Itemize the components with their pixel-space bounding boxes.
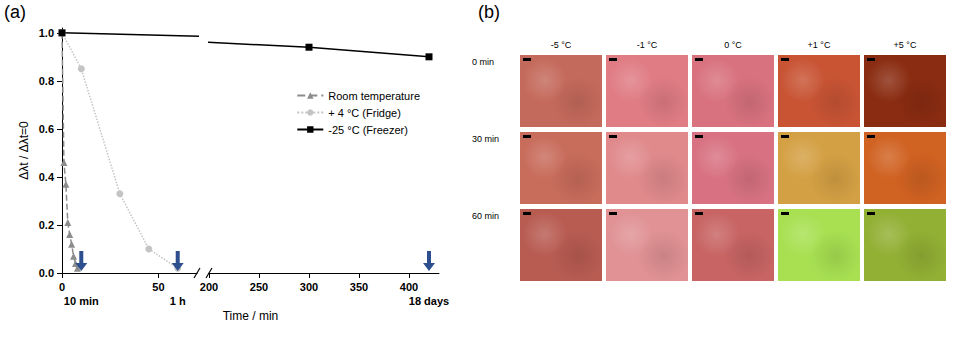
svg-text:200: 200 <box>200 281 218 293</box>
html-text:+1 °C: +1 °C <box>807 40 831 50</box>
svg-text:+ 4 °C (Fridge): + 4 °C (Fridge) <box>328 107 401 119</box>
svg-text:0.6: 0.6 <box>39 123 54 135</box>
html-text:30 min: 30 min <box>472 134 499 144</box>
svg-text:-25 °C (Freezer): -25 °C (Freezer) <box>328 124 408 136</box>
svg-text:18 days: 18 days <box>409 295 449 307</box>
svg-text:Room temperature: Room temperature <box>328 90 420 102</box>
svg-text:350: 350 <box>350 281 368 293</box>
svg-text:1.0: 1.0 <box>39 27 54 39</box>
html-text:60 min: 60 min <box>472 211 499 221</box>
html-text:0 min: 0 min <box>472 57 494 67</box>
svg-text:400: 400 <box>400 281 418 293</box>
html-text:-5 °C: -5 °C <box>550 40 572 50</box>
svg-text:300: 300 <box>300 281 318 293</box>
svg-text:(a): (a) <box>4 2 26 22</box>
svg-text:0.2: 0.2 <box>39 219 54 231</box>
html-text:0 °C: 0 °C <box>724 40 742 50</box>
svg-text:Time / min: Time / min <box>223 309 279 323</box>
svg-text:0.4: 0.4 <box>39 171 55 183</box>
svg-text:0.8: 0.8 <box>39 75 54 87</box>
svg-text:Δλt / Δλt=0: Δλt / Δλt=0 <box>17 121 31 180</box>
html-text:-1 °C: -1 °C <box>636 40 658 50</box>
svg-text:50: 50 <box>152 281 164 293</box>
svg-text:10 min: 10 min <box>64 295 99 307</box>
html-text:+5 °C: +5 °C <box>893 40 917 50</box>
html-text:(b): (b) <box>478 2 500 22</box>
svg-text:0: 0 <box>59 281 65 293</box>
svg-text:0.0: 0.0 <box>39 267 54 279</box>
svg-text:250: 250 <box>250 281 268 293</box>
svg-text:1 h: 1 h <box>170 295 186 307</box>
